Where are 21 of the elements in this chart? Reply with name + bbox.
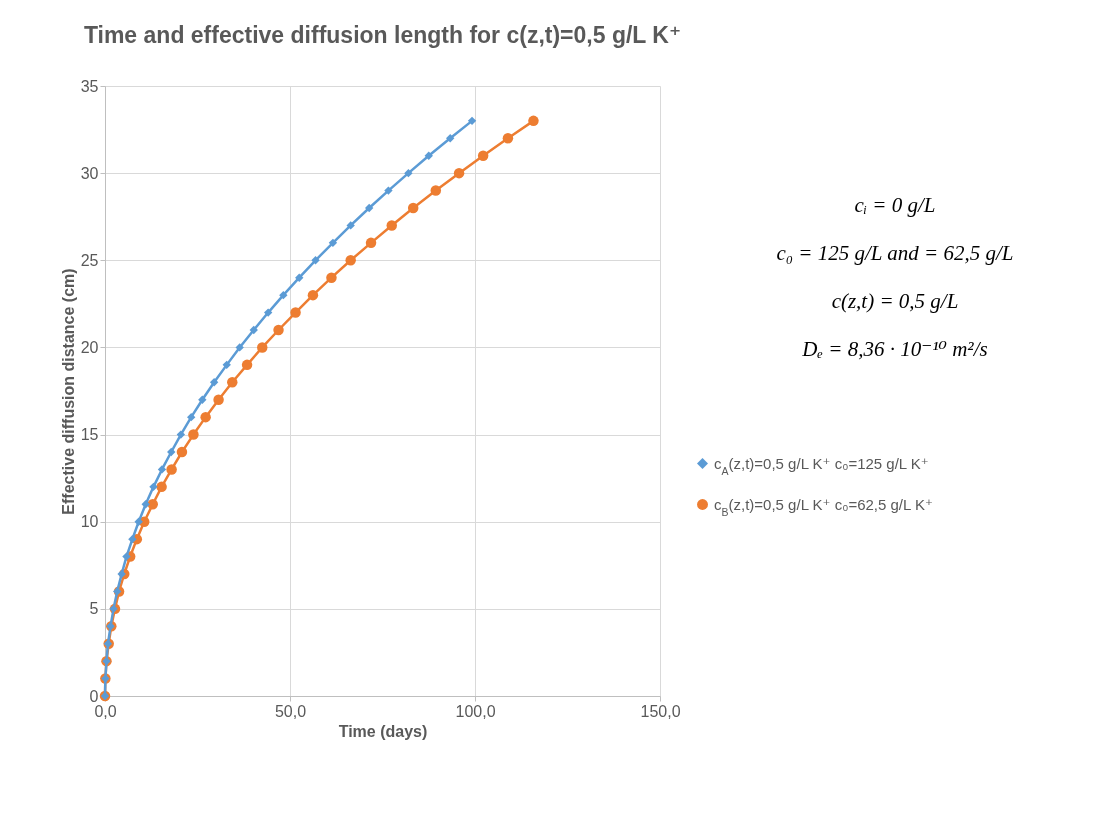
x-tick-label: 50,0: [274, 702, 307, 720]
x-axis-title: Time (days): [338, 722, 428, 740]
y-tick-label: 5: [89, 600, 99, 618]
y-axis-title: Effective diffusion distance (cm): [59, 268, 77, 515]
text: cᵢ = 0 g/L: [854, 193, 936, 217]
chart-title: Time and effective diffusion length for c(z,t)=0,5 g/L K⁺: [83, 22, 682, 48]
text: c(z,t) = 0,5 g/L: [831, 289, 959, 313]
y-tick-label: 20: [80, 338, 99, 356]
y-tick-label: 15: [80, 426, 99, 444]
y-tick-label: 0: [89, 687, 99, 705]
legend-label: c$_{A}$(z,t)=0,5 g/L K⁺ c₀=125 g/L K⁺: [714, 454, 929, 477]
y-tick-label: 35: [80, 77, 99, 95]
x-tick-label: 150,0: [640, 702, 681, 720]
x-tick-label: 100,0: [455, 702, 496, 720]
text: c₀ = 125 g/L and = 62,5 g/L: [776, 241, 1014, 265]
text: Dₑ = 8,36 · 10⁻¹⁰ m²/s: [801, 337, 988, 361]
legend-label: c$_{B}$(z,t)=0,5 g/L K⁺ c₀=62,5 g/L K⁺: [714, 495, 933, 518]
y-tick-label: 10: [80, 513, 99, 531]
x-tick-label: 0,0: [94, 702, 117, 720]
y-tick-label: 25: [80, 251, 99, 269]
y-tick-label: 30: [80, 164, 99, 182]
